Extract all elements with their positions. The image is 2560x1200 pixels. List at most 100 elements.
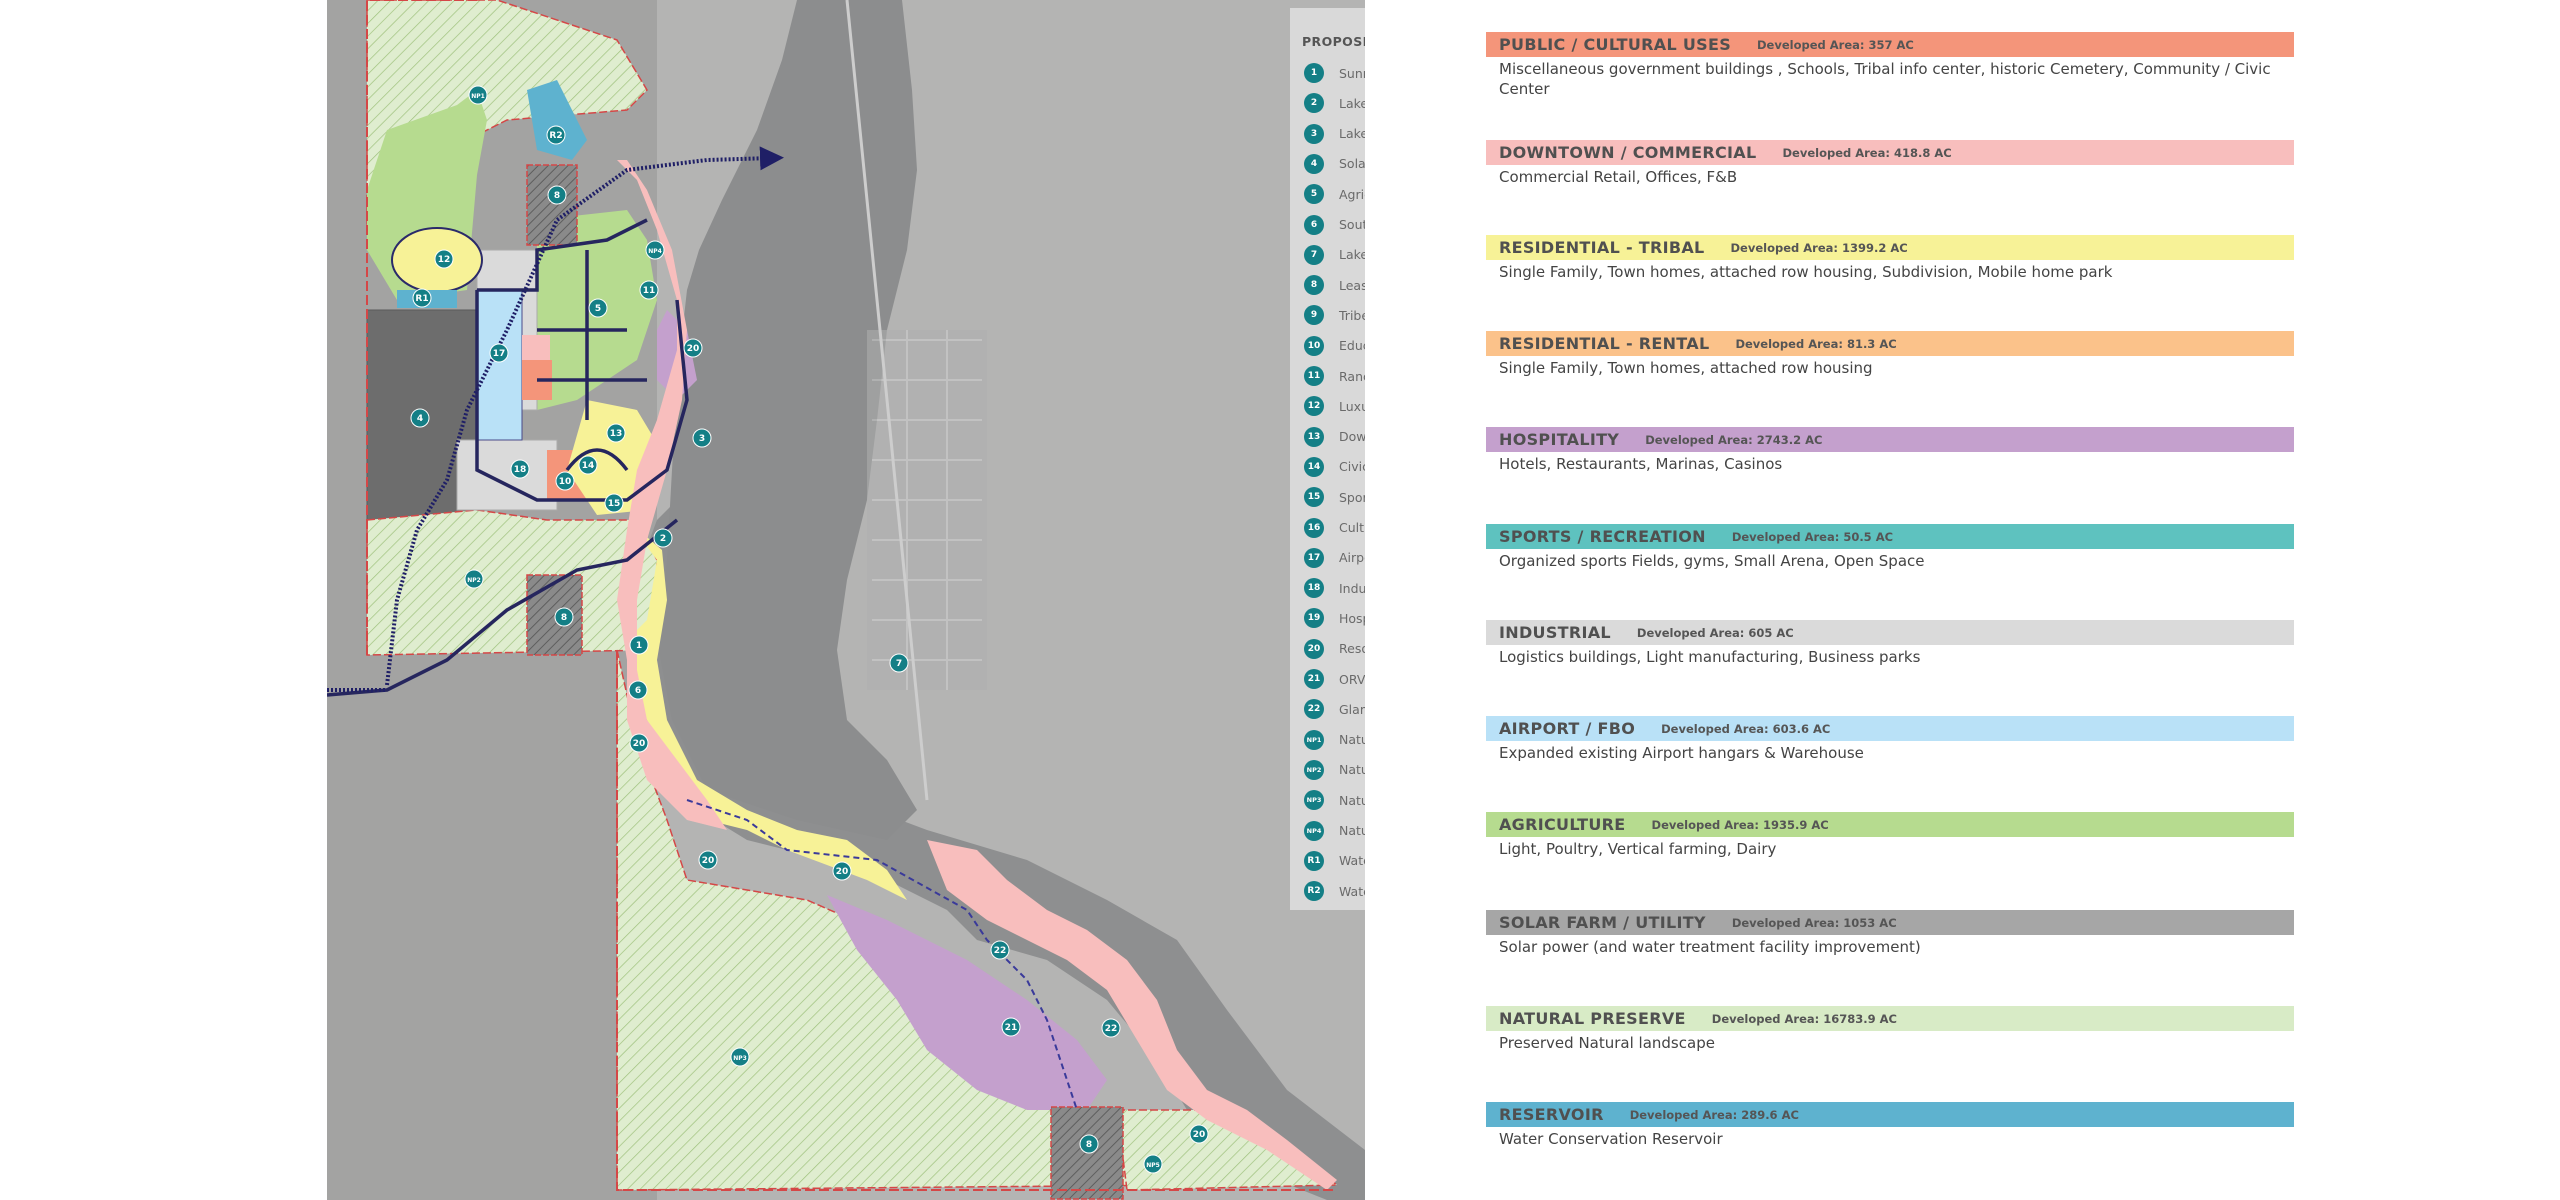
map-marker: 12	[434, 249, 454, 269]
map-marker-circle	[464, 569, 484, 589]
legend-item-label: Ranchette	[1339, 368, 1365, 384]
category-developed-area: Developed Area: 16783.9 AC	[1711, 1011, 1897, 1026]
category-name: RESIDENTIAL - TRIBAL	[1499, 238, 1705, 257]
category-developed-area: Developed Area: 605 AC	[1636, 625, 1794, 640]
category-description: Expanded existing Airport hangars & Ware…	[1499, 744, 1864, 762]
category-description: Logistics buildings, Light manufacturing…	[1499, 648, 1921, 666]
category-name: SPORTS / RECREATION	[1499, 527, 1706, 546]
legend-number-badge: 11	[1304, 366, 1324, 386]
category-developed-area: Developed Area: 2743.2 AC	[1645, 432, 1823, 447]
category-block: AIRPORT / FBO Developed Area: 603.6 AC Exp…	[1486, 716, 2294, 763]
category-description: Organized sports Fields, gyms, Small Are…	[1499, 552, 1925, 570]
map-marker: 18	[510, 459, 530, 479]
map-marker: NP3	[730, 1047, 750, 1067]
legend-number-badge: NP3	[1304, 790, 1324, 811]
map-marker-circle	[604, 493, 624, 513]
map-marker-circle	[554, 607, 574, 627]
legend-item-label: South Segment Development (phases)	[1339, 217, 1365, 232]
legend-item: 3 Lakeside Existing Community Redevelopme…	[1304, 123, 1365, 145]
map-marker-label: 20	[1193, 1130, 1206, 1140]
legend-item: R1 Water Reservoir / Swale	[1304, 850, 1365, 872]
map-marker: 20	[683, 338, 703, 358]
map-marker-circle	[555, 471, 575, 491]
category-block: RESERVOIR Developed Area: 289.6 AC Water C…	[1486, 1102, 2294, 1149]
legend-number-badge: 1	[1304, 63, 1324, 83]
map-marker-label: NP1	[471, 93, 485, 100]
category-block: NATURAL PRESERVE Developed Area: 16783.9 …	[1486, 1006, 2294, 1053]
map-marker-circle	[546, 125, 566, 145]
legend-number-badge: 17	[1304, 547, 1324, 568]
legend-item: 7 Lake Havana Landing Ferry Boat Terminal…	[1304, 244, 1365, 266]
legend-item: 6 South Segment Development (phases)	[1304, 214, 1365, 236]
map-marker: 5	[588, 298, 608, 318]
category-developed-area: Developed Area: 81.3 AC	[1735, 336, 1897, 351]
land-use-map: NP1 R2 8 NP4 11 R1 12 5 20 17 4 3 13 14 18 10 15 2 NP2 8 1 6 7…	[327, 0, 1365, 1200]
legend-item-label: Sunrise District Redevelopment	[1339, 65, 1365, 81]
legend-item-label: Civic / Government	[1339, 459, 1365, 475]
map-marker-circle	[683, 338, 703, 358]
category-description: Preserved Natural landscape	[1499, 1034, 1715, 1052]
category-developed-area: Developed Area: 1399.2 AC	[1730, 240, 1908, 255]
legend-number-badge: 15	[1304, 487, 1324, 508]
map-marker-label: 7	[896, 659, 902, 669]
category-header-bar: HOSPITALITY Developed Area: 2743.2 AC	[1486, 427, 2294, 452]
legend-item-label: Agricultural	[1339, 186, 1365, 202]
legend-number-badge: 9	[1304, 305, 1324, 326]
category-block: AGRICULTURE Developed Area: 1935.9 AC Ligh…	[1486, 812, 2294, 859]
legend-item: R2 Water Reservoir	[1304, 880, 1365, 902]
map-marker-circle	[468, 85, 488, 105]
category-developed-area: Developed Area: 418.8 AC	[1782, 145, 1952, 160]
map-marker-label: 12	[438, 255, 451, 265]
category-name: HOSPITALITY	[1499, 430, 1620, 449]
map-marker-label: 3	[699, 434, 705, 444]
legend-item: 9 Tribe Housing / Rental Housing	[1304, 304, 1365, 326]
map-marker-circle	[1143, 1154, 1163, 1174]
road-south	[686, 799, 1078, 1111]
legend-panel: PROPOSED LAND USE 1 Sunrise District Rede…	[1290, 8, 1365, 910]
category-description: Hotels, Restaurants, Marinas, Casinos	[1499, 455, 1783, 473]
map-marker-circle	[588, 298, 608, 318]
commercial-zone	[522, 335, 550, 360]
category-name: PUBLIC / CULTURAL USES	[1499, 35, 1732, 54]
legend-number-badge: 10	[1304, 335, 1324, 356]
map-marker-circle	[692, 428, 712, 448]
map-marker-circle	[990, 940, 1010, 960]
map-marker: 14	[578, 455, 598, 475]
map-marker: 17	[489, 343, 509, 363]
category-header-bar: DOWNTOWN / COMMERCIAL Developed Area: 418…	[1486, 140, 2294, 165]
category-header-bar: RESIDENTIAL - RENTAL Developed Area: 81.3…	[1486, 331, 2294, 356]
category-header-bar: PUBLIC / CULTURAL USES Developed Area: 35…	[1486, 32, 2294, 57]
map-marker-label: NP4	[648, 248, 662, 255]
map-marker-circle	[547, 185, 567, 205]
legend-item: NP1 Nature Preserve	[1304, 729, 1365, 751]
map-marker-circle	[730, 1047, 750, 1067]
legend-item-label: ORV Park	[1339, 671, 1365, 687]
legend-item-label: Glamping / Camp Grounds	[1339, 701, 1365, 717]
map-marker-circle	[412, 288, 432, 308]
map-marker-label: 8	[561, 613, 567, 623]
map-marker-circle	[489, 343, 509, 363]
map-marker-label: 10	[559, 477, 572, 487]
map-marker: 2	[653, 528, 673, 548]
map-marker: 11	[639, 280, 659, 300]
category-name: DOWNTOWN / COMMERCIAL	[1499, 143, 1757, 162]
legend-title: PROPOSED LAND USE	[1302, 34, 1365, 49]
lease-land-2	[526, 574, 583, 656]
legend-item: 5 Agricultural	[1304, 183, 1365, 205]
map-marker-label: 17	[493, 349, 506, 359]
legend-item-label: Education	[1339, 338, 1365, 354]
legend-item: 10 Education	[1304, 335, 1365, 357]
map-marker: 15	[604, 493, 624, 513]
map-marker-label: 2	[660, 534, 666, 544]
legend-item: 13 Downtown Commercial	[1304, 426, 1365, 448]
reservoir-r2	[527, 80, 587, 160]
legend-number-badge: R2	[1304, 881, 1324, 902]
map-marker-label: 22	[994, 946, 1007, 956]
legend-number-badge: 7	[1304, 244, 1324, 265]
commercial-coast	[617, 160, 727, 830]
category-description: Commercial Retail, Offices, F&B	[1499, 168, 1738, 186]
legend-number-badge: R1	[1304, 850, 1324, 871]
legend-item: 19 Hospital / MOB's	[1304, 607, 1365, 629]
map-marker-label: 4	[417, 414, 423, 424]
legend-number-badge: NP2	[1304, 759, 1324, 780]
